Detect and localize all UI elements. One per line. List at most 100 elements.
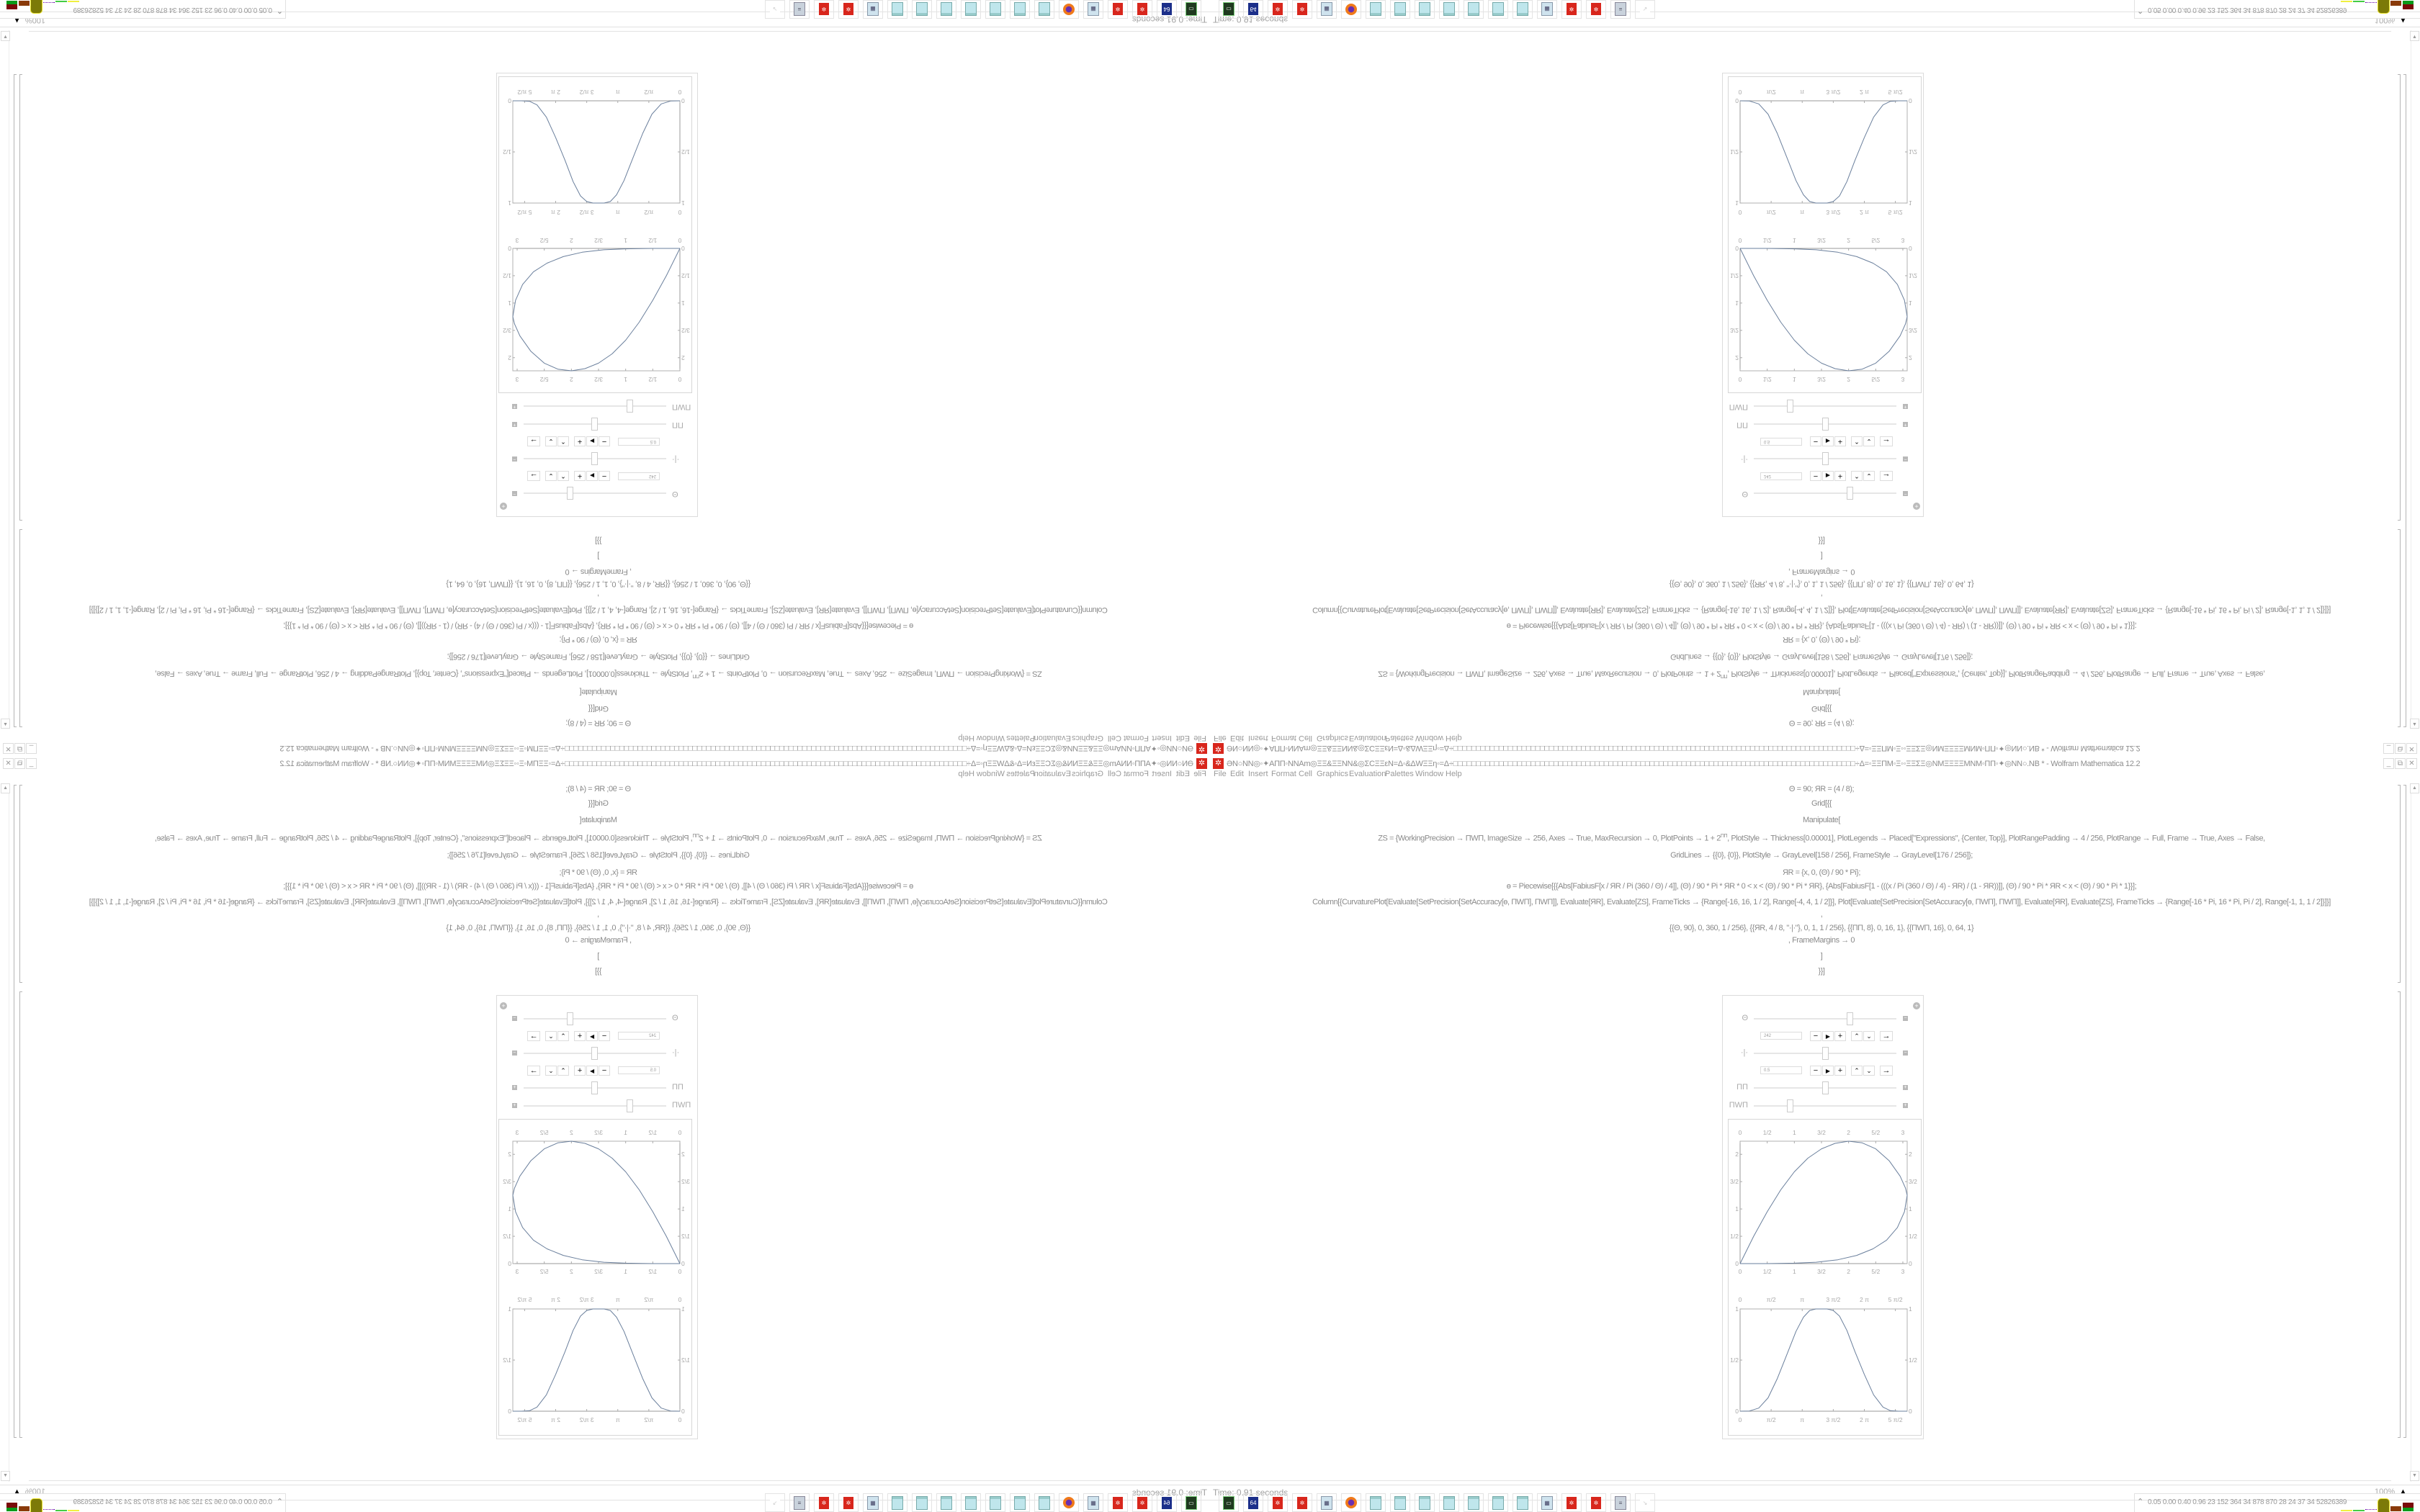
menu-insert[interactable]: Insert xyxy=(1152,734,1172,742)
close-button[interactable]: ✕ xyxy=(3,743,14,754)
taskbar-button-notepad[interactable] xyxy=(1010,0,1030,19)
menu-palettes[interactable]: Palettes xyxy=(1385,770,1414,778)
menu-graphics[interactable]: Graphics xyxy=(1317,770,1349,778)
taskbar-button-notepad[interactable] xyxy=(1010,1493,1030,1512)
taskbar-button-script[interactable]: ≡ xyxy=(1610,0,1631,19)
scroll-down-button[interactable]: ▼ xyxy=(1,31,10,41)
menu-graphics[interactable]: Graphics xyxy=(1071,734,1103,742)
taskbar-button-mathematica[interactable]: ✲ xyxy=(1292,1493,1312,1512)
play-button[interactable]: ▶ xyxy=(1822,1066,1834,1076)
taskbar-button-arrow[interactable]: ↘ xyxy=(765,1493,785,1512)
taskbar-button-notepad[interactable] xyxy=(912,0,932,19)
taskbar-button-notepad[interactable] xyxy=(936,1493,956,1512)
restore-button[interactable]: ⧉ xyxy=(2395,743,2406,754)
taskbar-button-mathematica[interactable]: ✲ xyxy=(1268,0,1288,19)
play-button[interactable]: ▶ xyxy=(1822,1031,1834,1041)
menu-help[interactable]: Help xyxy=(1446,734,1462,742)
menu-window[interactable]: Window xyxy=(1415,734,1444,742)
taskbar-button-mathematica[interactable]: ✲ xyxy=(814,1493,834,1512)
taskbar-button-notepad[interactable] xyxy=(1034,0,1054,19)
taskbar-button-calculator[interactable]: ▦ xyxy=(1083,0,1103,19)
slider-thumb[interactable] xyxy=(1822,1047,1829,1060)
taskbar-button-mathematica[interactable]: ✲ xyxy=(1561,1493,1582,1512)
cell-group-bracket[interactable] xyxy=(2403,785,2406,1438)
menu-evaluation[interactable]: Evaluation xyxy=(1034,770,1071,778)
tray-chevron-icon[interactable]: ⌃ xyxy=(2137,6,2144,14)
cell-group-bracket[interactable] xyxy=(14,785,17,1438)
taskbar-button-mathematica[interactable]: ✲ xyxy=(1586,1493,1606,1512)
taskbar-button-notepad[interactable] xyxy=(1415,0,1435,19)
taskbar-button-notepad[interactable] xyxy=(1439,0,1459,19)
taskbar-button-firefox[interactable]: ● xyxy=(1059,1493,1079,1512)
menu-window[interactable]: Window xyxy=(976,734,1005,742)
taskbar-button-mathematica[interactable]: ✲ xyxy=(838,0,859,19)
menu-palettes[interactable]: Palettes xyxy=(1006,734,1035,742)
zoom-level[interactable]: 100% xyxy=(2375,1488,2396,1496)
cell-bracket-output[interactable] xyxy=(19,991,22,1438)
menu-file[interactable]: File xyxy=(1193,734,1206,742)
close-button[interactable]: ✕ xyxy=(2406,758,2417,769)
horizontal-scrollbar[interactable] xyxy=(1210,31,2391,32)
taskbar-button-terminal[interactable]: ▭ xyxy=(1181,1493,1201,1512)
taskbar-button-mathematica[interactable]: ✲ xyxy=(1108,1493,1128,1512)
taskbar-button-notepad[interactable] xyxy=(1366,1493,1386,1512)
taskbar-button-firefox[interactable]: ● xyxy=(1059,0,1079,19)
menu-evaluation[interactable]: Evaluation xyxy=(1034,734,1071,742)
cell-bracket-output[interactable] xyxy=(19,74,22,521)
menu-window[interactable]: Window xyxy=(1415,770,1444,778)
taskbar-button-notepad[interactable] xyxy=(1390,1493,1410,1512)
taskbar-button-notepad[interactable] xyxy=(1488,1493,1508,1512)
expand-icon[interactable]: + xyxy=(1903,1085,1908,1090)
cell-bracket-input[interactable] xyxy=(2398,785,2401,983)
scroll-down-button[interactable]: ▼ xyxy=(1,1471,10,1481)
slider-thumb[interactable] xyxy=(1822,1081,1829,1094)
taskbar-button-notepad[interactable] xyxy=(1488,0,1508,19)
menu-format[interactable]: Format xyxy=(1124,734,1149,742)
menu-file[interactable]: File xyxy=(1193,770,1206,778)
taskbar-button-arrow[interactable]: ↘ xyxy=(1635,1493,1655,1512)
taskbar-button-mathematica[interactable]: ✲ xyxy=(838,1493,859,1512)
horizontal-scrollbar[interactable] xyxy=(1210,1480,2391,1481)
taskbar-button-mathematica[interactable]: ✲ xyxy=(1132,0,1152,19)
vertical-scrollbar[interactable] xyxy=(1,783,9,1482)
tray-chevron-icon[interactable]: ⌃ xyxy=(276,1498,283,1506)
menu-edit[interactable]: Edit xyxy=(1176,734,1190,742)
cell-group-bracket[interactable] xyxy=(2403,74,2406,727)
taskbar-button-calculator[interactable]: ▦ xyxy=(1537,1493,1557,1512)
taskbar-button-mathematica[interactable]: ✲ xyxy=(1108,0,1128,19)
taskbar-button-terminal[interactable]: ▭ xyxy=(1219,1493,1239,1512)
scroll-up-button[interactable]: ▲ xyxy=(1,783,10,793)
taskbar-button-mathematica[interactable]: ✲ xyxy=(1586,0,1606,19)
menu-cell[interactable]: Cell xyxy=(1299,770,1312,778)
menu-edit[interactable]: Edit xyxy=(1230,734,1244,742)
menu-help[interactable]: Help xyxy=(958,770,974,778)
taskbar-button-notepad[interactable] xyxy=(961,0,981,19)
menu-graphics[interactable]: Graphics xyxy=(1071,770,1103,778)
vertical-scrollbar[interactable] xyxy=(1,30,9,729)
taskbar-button-floppy[interactable]: 64 xyxy=(1157,1493,1177,1512)
tray-chevron-icon[interactable]: ⌃ xyxy=(2137,1498,2144,1506)
taskbar-button-mathematica[interactable]: ✲ xyxy=(1268,1493,1288,1512)
menu-format[interactable]: Format xyxy=(1271,734,1296,742)
cell-group-bracket[interactable] xyxy=(14,74,17,727)
cell-bracket-input[interactable] xyxy=(19,529,22,727)
faster-button[interactable]: ⌃ xyxy=(1851,1066,1863,1076)
taskbar-button-mathematica[interactable]: ✲ xyxy=(1132,1493,1152,1512)
taskbar-button-notepad[interactable] xyxy=(1512,0,1533,19)
taskbar-button-calculator[interactable]: ▦ xyxy=(863,0,883,19)
taskbar-button-firefox[interactable]: ● xyxy=(1341,0,1361,19)
menu-edit[interactable]: Edit xyxy=(1176,770,1190,778)
taskbar-button-floppy[interactable]: 64 xyxy=(1243,1493,1263,1512)
slider-thumb[interactable] xyxy=(1847,1012,1854,1025)
taskbar-button-notepad[interactable] xyxy=(912,1493,932,1512)
expand-icon[interactable]: + xyxy=(1903,1103,1908,1108)
horizontal-scrollbar[interactable] xyxy=(29,1480,1210,1481)
restore-button[interactable]: ⧉ xyxy=(14,743,25,754)
menu-format[interactable]: Format xyxy=(1271,770,1296,778)
taskbar-button-calculator[interactable]: ▦ xyxy=(863,1493,883,1512)
vertical-scrollbar[interactable] xyxy=(2411,783,2419,1482)
ratio-value-field[interactable]: 0.5 xyxy=(1760,1066,1802,1074)
slider-thumb[interactable] xyxy=(1786,1099,1793,1112)
scroll-down-button[interactable]: ▼ xyxy=(2410,31,2419,41)
taskbar-button-calculator[interactable]: ▦ xyxy=(1083,1493,1103,1512)
